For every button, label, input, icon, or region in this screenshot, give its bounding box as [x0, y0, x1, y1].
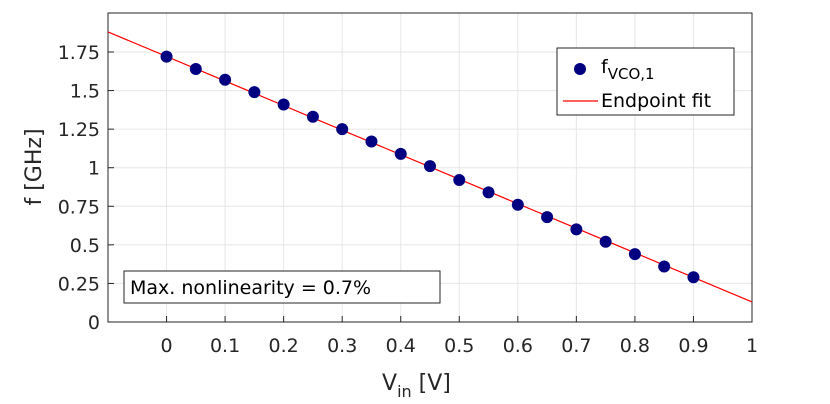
fvco-data-point — [277, 98, 290, 111]
fvco-data-point — [306, 110, 319, 123]
fvco-data-point — [541, 211, 554, 224]
fvco-data-point — [482, 186, 495, 199]
legend-box — [556, 47, 735, 116]
y-tick-label: 1.75 — [58, 42, 100, 64]
y-axis: 0 0.25 0.5 0.75 1 1.25 1.5 1.75 — [58, 42, 114, 334]
fvco-data-point — [189, 62, 202, 75]
x-tick-label: 0.6 — [503, 335, 533, 357]
fvco-data-point — [628, 248, 641, 261]
y-tick-label: 0.75 — [58, 196, 100, 218]
fvco-data-point — [219, 73, 232, 86]
x-tick-label: 0.2 — [269, 335, 299, 357]
legend-label-endpoint-fit: Endpoint fit — [601, 90, 711, 112]
legend: fVCO,1 Endpoint fit — [556, 47, 735, 116]
x-axis-title-sub: in — [397, 382, 412, 401]
legend-marker-fvco — [574, 63, 586, 75]
fvco-data-point — [687, 271, 700, 284]
fvco-data-point — [424, 160, 436, 173]
fvco-data-point — [160, 50, 173, 63]
fvco-data-point — [511, 198, 524, 211]
fvco-data-point — [365, 135, 378, 148]
y-tick-label: 1 — [88, 158, 100, 180]
x-tick-label: 1 — [746, 335, 758, 357]
fvco-data-point — [599, 235, 612, 248]
x-tick-label: 0.4 — [386, 335, 416, 357]
fvco-data-point — [336, 123, 349, 136]
x-axis-title-unit: [V] — [412, 371, 451, 396]
legend-label-fvco-sub: VCO,1 — [608, 65, 655, 83]
x-tick-label: 0.7 — [561, 335, 591, 357]
x-axis: 0 0.1 0.2 0.3 0.4 0.5 0.6 0.7 0.8 0.9 1 — [160, 316, 758, 357]
x-tick-label: 0.8 — [620, 335, 650, 357]
y-axis-title: f [GHz] — [22, 128, 47, 205]
y-tick-label: 0 — [88, 312, 100, 334]
y-tick-label: 1.5 — [70, 81, 100, 103]
fvco-data-point — [658, 260, 671, 273]
x-tick-label: 0.9 — [678, 335, 708, 357]
x-axis-title-main: V — [382, 371, 397, 396]
annotation-text: Max. nonlinearity = 0.7% — [130, 277, 371, 299]
x-tick-label: 0.3 — [327, 335, 357, 357]
annotation: Max. nonlinearity = 0.7% — [123, 270, 441, 304]
legend-label-fvco: fVCO,1 — [601, 56, 655, 83]
fvco-data-point — [394, 147, 407, 160]
annotation-box — [123, 270, 441, 304]
x-tick-label: 0.5 — [444, 335, 474, 357]
x-tick-label: 0 — [160, 335, 172, 357]
x-tick-label: 0.1 — [210, 335, 240, 357]
y-tick-label: 1.25 — [58, 119, 100, 141]
y-tick-label: 0.25 — [58, 273, 100, 295]
x-axis-title: Vin [V] — [382, 371, 451, 401]
fvco-data-point — [248, 86, 261, 99]
fvco-data-point — [570, 223, 583, 236]
fvco-data-point — [453, 174, 466, 187]
legend-label-fvco-main: f — [601, 56, 609, 78]
series-layer — [107, 31, 753, 303]
y-tick-label: 0.5 — [70, 235, 100, 257]
